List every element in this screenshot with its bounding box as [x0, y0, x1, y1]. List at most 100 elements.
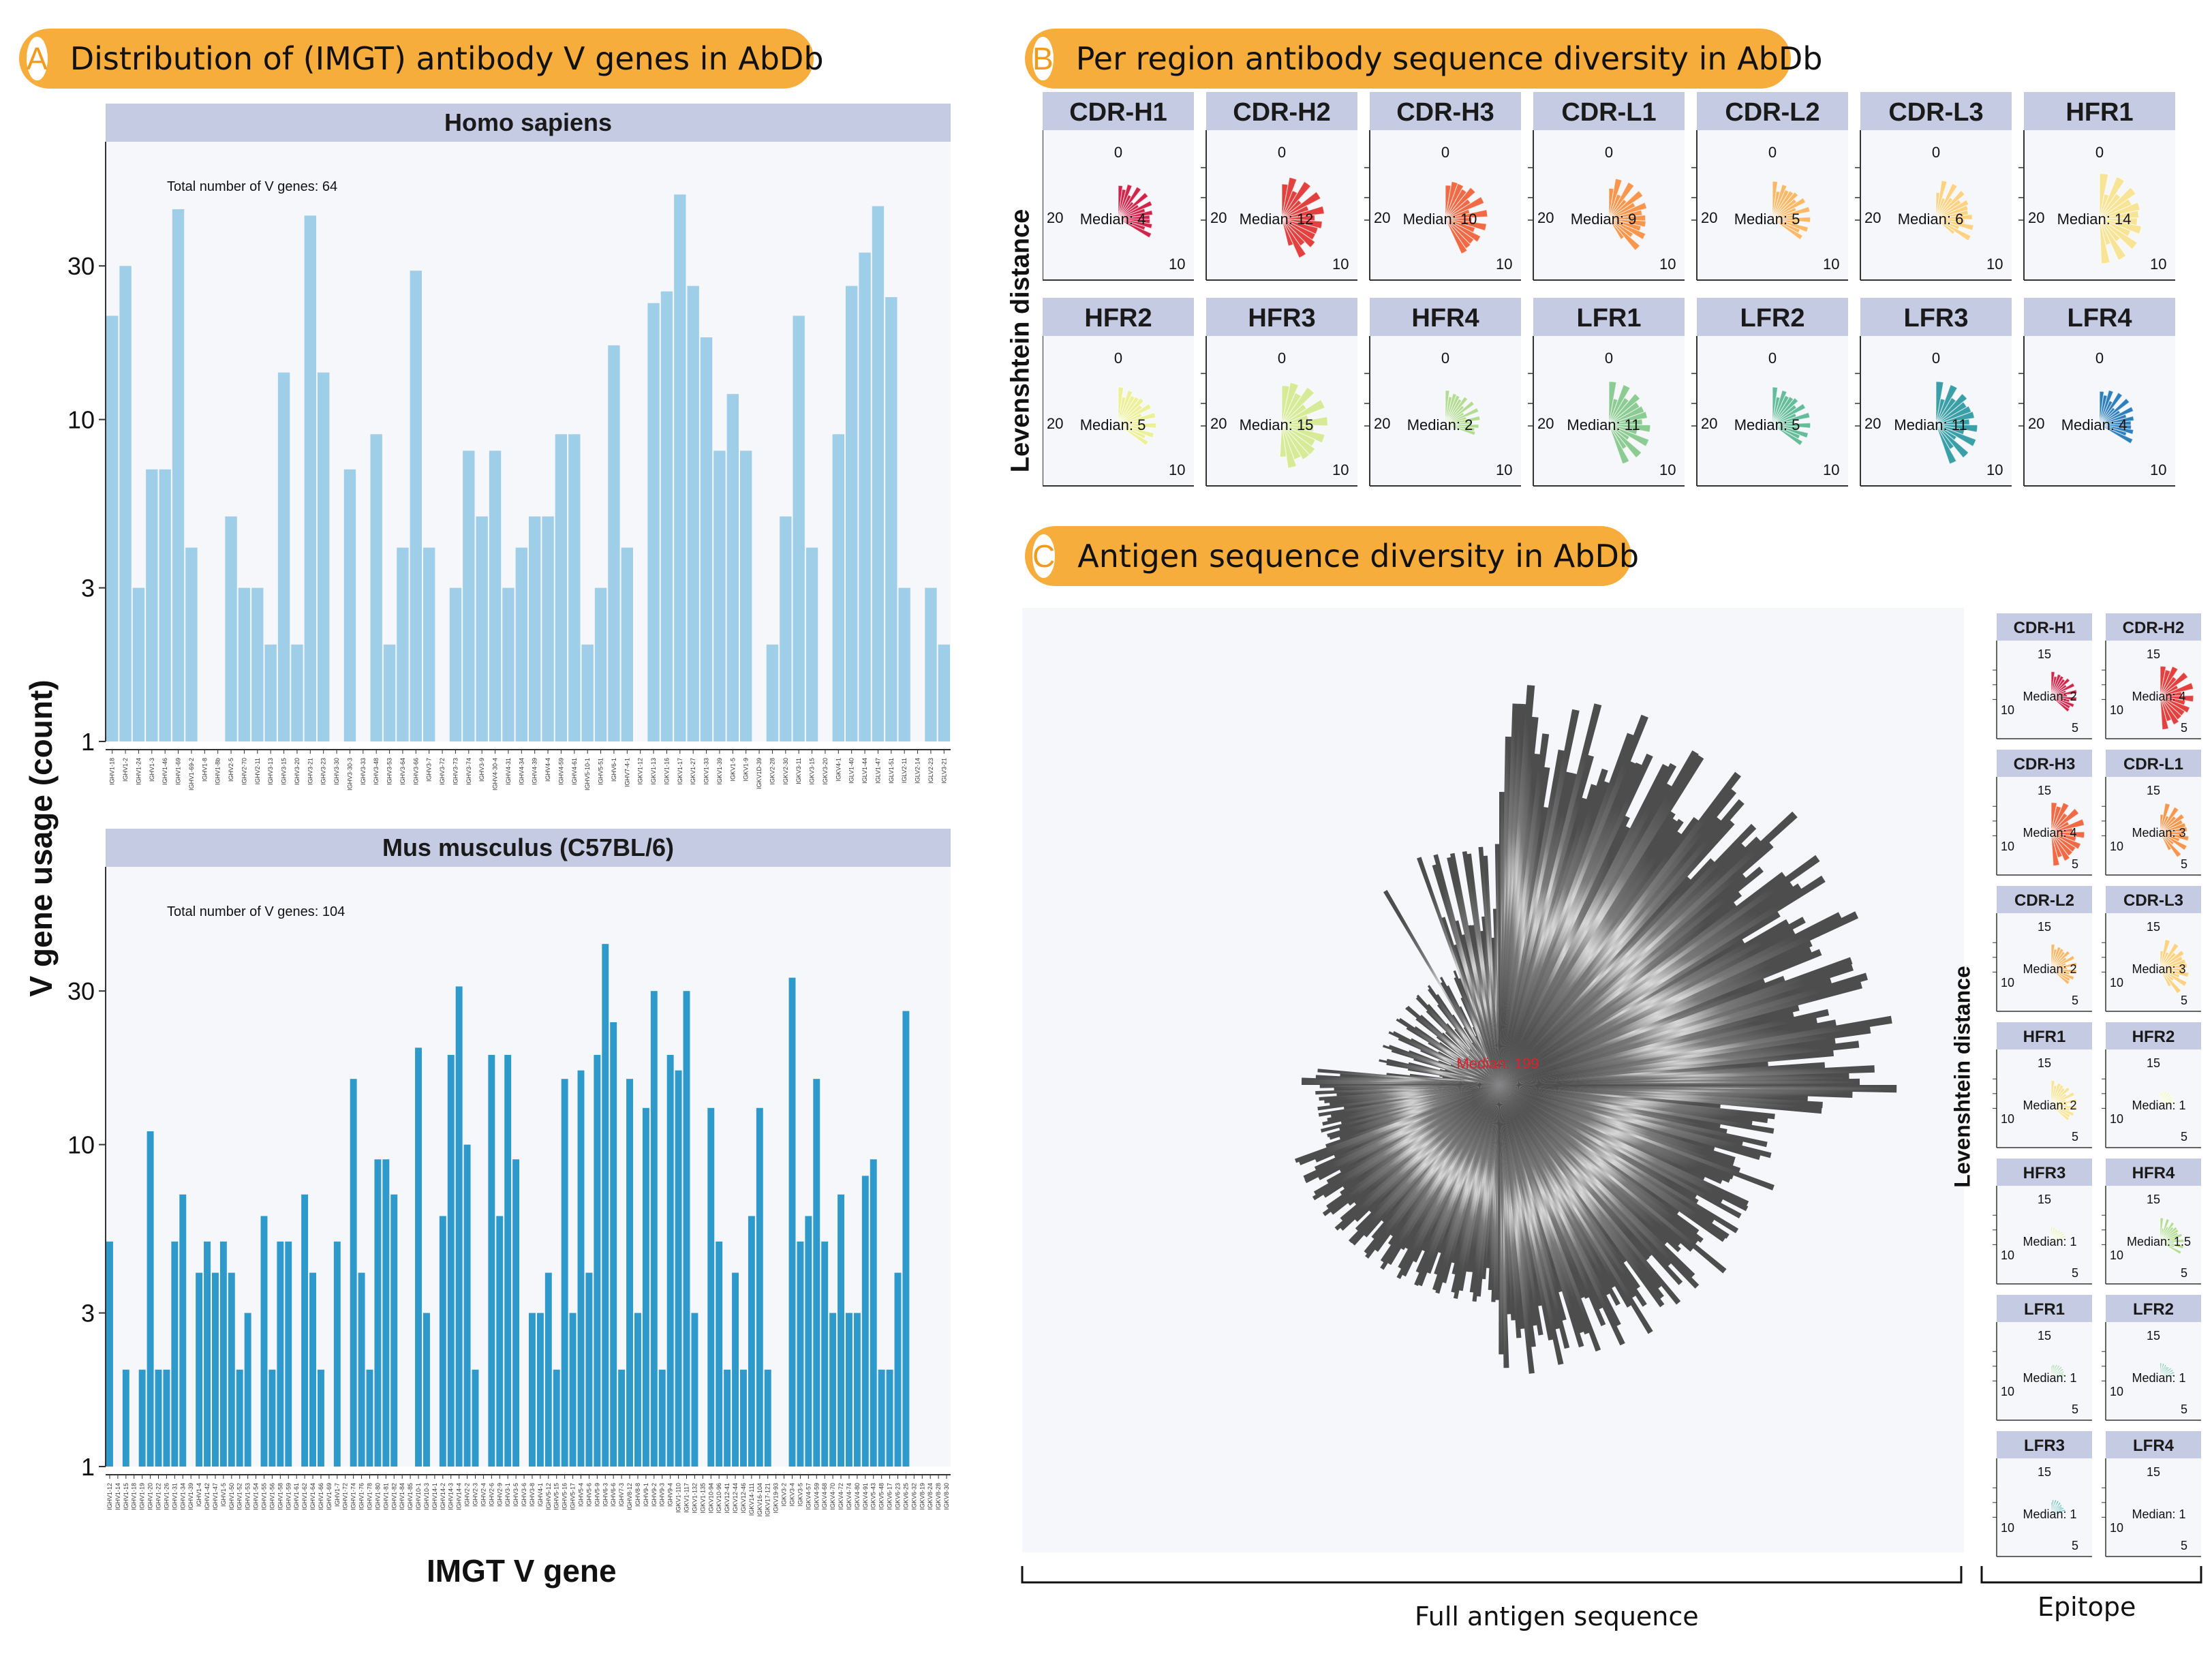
mouse-x-tick-label: IGHV3-5 [512, 1483, 519, 1507]
antigen-wedge [1499, 1085, 1625, 1346]
antigen-wedge [1491, 937, 1499, 1085]
antigen-wedge [1499, 825, 1631, 1085]
mouse-bar [716, 1241, 723, 1467]
mouse-bar [846, 1313, 852, 1467]
antigen-wedge [1499, 977, 1832, 1085]
epitope-rose-wedge [2050, 968, 2070, 985]
facet-median-label: Median: 4 [1080, 211, 1146, 228]
facet-plot-background [1997, 1186, 2092, 1284]
epitope-facet-hfr3: HFR3 15 10 5 Median: 1 [1993, 1159, 2092, 1285]
human-bar [304, 215, 316, 741]
human-bar [726, 394, 739, 741]
mouse-bar [666, 1054, 674, 1467]
human-x-tick-label: IGKV1-16 [663, 758, 670, 785]
facet-median-label: Median: 5 [1734, 211, 1800, 228]
human-x-tick-label: IGHV3-20 [294, 758, 301, 785]
antigen-wedge [1499, 1085, 1742, 1218]
facet-plot-background [1997, 1458, 2092, 1557]
human-x-tick-label: IGHV3-23 [320, 758, 327, 785]
antigen-wedge [1348, 1085, 1499, 1244]
antigen-wedge [1499, 1085, 1731, 1183]
antigen-wedge [1313, 1085, 1499, 1195]
antigen-wedge [1472, 1026, 1499, 1085]
radial-tick-label: 10 [2110, 976, 2123, 990]
mouse-bar [268, 1369, 276, 1467]
antigen-wedge [1389, 1045, 1499, 1085]
mouse-bar [447, 1054, 455, 1467]
human-bar [859, 252, 871, 742]
epitope-caption: Epitope [2038, 1592, 2136, 1622]
human-x-tick-label: IGKV1-5 [729, 758, 736, 782]
facet-strip [1206, 298, 1357, 336]
antigen-wedge [1334, 1085, 1499, 1231]
mouse-bar [902, 1011, 910, 1467]
radial-tick-label: 10 [2110, 1112, 2123, 1126]
antigen-wedge [1499, 1085, 1668, 1245]
antigen-wedge [1398, 1085, 1499, 1269]
antigen-wedge [1499, 836, 1762, 1085]
antigen-wedge [1499, 938, 1745, 1085]
antigen-wedge [1322, 1085, 1499, 1126]
mouse-bar [244, 1313, 251, 1467]
antigen-wedge [1499, 1061, 1768, 1085]
antigen-wedge [1381, 1085, 1499, 1223]
human-x-tick-label: IGHV4-30-4 [492, 758, 499, 791]
human-bar [805, 547, 818, 741]
radial-tick-label: 10 [1823, 256, 1839, 273]
antigen-wedge [1499, 1085, 1734, 1166]
antigen-wedge [1499, 976, 1785, 1085]
region-facet-hfr2: HFR2 0 20 10 Median: 5 [1043, 298, 1194, 487]
mouse-x-tick-label: IGHV9-4 [667, 1483, 674, 1507]
facet-strip [1370, 92, 1521, 130]
human-y-tick-label: 1 [81, 728, 95, 756]
mouse-x-tick-label: IGHV1-4 [196, 1483, 202, 1507]
epitope-facet-cdrl1: CDR-L1 15 10 5 Median: 3 [2102, 750, 2201, 876]
antigen-wedge [1499, 1019, 1837, 1085]
mouse-bar [756, 1107, 763, 1467]
facet-title: CDR-H1 [1069, 98, 1167, 127]
mouse-bar [894, 1272, 902, 1467]
antigen-wedge [1499, 811, 1676, 1085]
epitope-rose-wedge [2160, 968, 2172, 987]
facet-title: HFR1 [2023, 1028, 2066, 1046]
panel-a-x-axis-label: IMGT V gene [427, 1553, 617, 1589]
region-rose-wedge [2099, 218, 2110, 264]
mouse-bar [236, 1369, 243, 1467]
antigen-wedge [1499, 1085, 1706, 1181]
human-x-tick-label: IGHV3-15 [281, 758, 288, 785]
mouse-x-tick-label: IGKV4-91 [862, 1483, 869, 1510]
facet-strip [1533, 298, 1685, 336]
epitope-rose-wedge [2050, 1511, 2061, 1515]
antigen-wedge [1436, 1036, 1499, 1085]
antigen-wedge [1416, 994, 1499, 1085]
radial-tick-label: 20 [1210, 415, 1227, 432]
antigen-wedge [1457, 1060, 1499, 1085]
mouse-bar [512, 1159, 520, 1467]
radial-tick-label: 15 [2038, 647, 2051, 661]
mouse-bar [390, 1194, 398, 1467]
mouse-x-tick-label: IGKV6-25 [902, 1483, 909, 1510]
radial-tick-label: 0 [1932, 350, 1940, 367]
radial-tick-label: 5 [2072, 1266, 2078, 1280]
epitope-rose-wedge [2160, 1374, 2175, 1379]
radial-tick-label: 10 [1169, 461, 1185, 478]
antigen-wedge [1499, 1085, 1620, 1306]
mouse-x-tick-label: IGKV10-96 [716, 1483, 722, 1514]
mouse-bar [544, 1272, 552, 1467]
antigen-wedge [1494, 844, 1500, 1085]
mouse-x-tick-label: IGHV1-14 [114, 1483, 121, 1510]
facet-strip [2106, 886, 2201, 913]
radial-tick-label: 15 [2038, 784, 2051, 797]
mouse-x-tick-label: IGKV1-117 [683, 1483, 690, 1513]
facet-median-label: Median: 10 [1403, 211, 1477, 228]
mouse-bar [333, 1241, 341, 1467]
antigen-wedge [1499, 1085, 1632, 1308]
antigen-wedge [1499, 1005, 1800, 1085]
epitope-rose-wedge [2160, 832, 2172, 851]
antigen-wedge [1407, 1005, 1499, 1085]
mouse-x-tick-label: IGHV6-6 [610, 1483, 617, 1507]
antigen-wedge [1439, 1041, 1499, 1085]
antigen-wedge [1426, 1085, 1499, 1274]
human-bar [674, 194, 686, 741]
antigen-wedge [1499, 949, 1822, 1085]
